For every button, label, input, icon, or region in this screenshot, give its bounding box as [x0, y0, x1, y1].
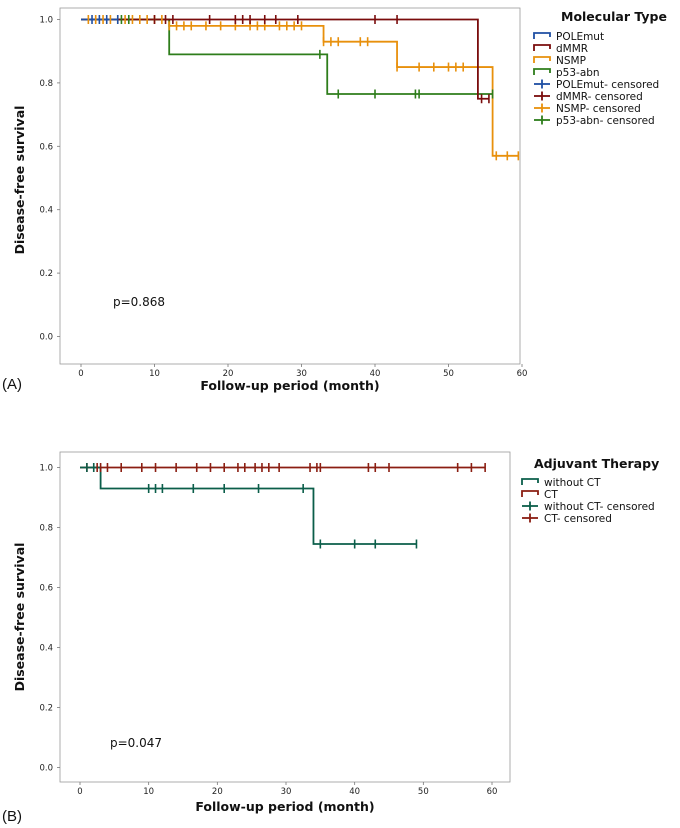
- legend-line-swatch: [533, 56, 551, 63]
- legend-label: dMMR- censored: [556, 91, 643, 103]
- censor-marks-b: [86, 463, 486, 549]
- x-tick-label: 20: [212, 787, 223, 797]
- survival-curves-b: [80, 466, 486, 545]
- panel-label-a: (A): [2, 376, 22, 393]
- x-tick-label: 40: [370, 369, 381, 379]
- y-tick-label: 0.2: [39, 704, 53, 714]
- y-axis-label-b: Disease-free survival: [12, 543, 27, 692]
- curve-dmmr: [81, 18, 489, 100]
- y-tick-label: 0.8: [39, 79, 53, 89]
- x-tick-label: 0: [78, 369, 83, 379]
- y-tick-label: 1.0: [39, 464, 53, 474]
- legend-title-a: Molecular Type: [561, 9, 667, 24]
- legend-line-swatch: [521, 478, 539, 485]
- legend-title-b: Adjuvant Therapy: [534, 456, 659, 471]
- censor-marks-a: [87, 15, 520, 161]
- y-tick-label: 0.6: [39, 142, 53, 152]
- curve-p53-abn: [81, 18, 493, 95]
- x-tick-label: 30: [281, 787, 292, 797]
- p-value-a: p=0.868: [113, 295, 165, 309]
- y-tick-label: 0.4: [39, 206, 53, 216]
- panel-b: 0 10 20 30 40 50 600.00.20.40.60.81.0 p=0.047 …: [2, 451, 659, 825]
- x-tick-label: 50: [418, 787, 429, 797]
- legend-label: without CT: [544, 477, 601, 489]
- x-tick-label: 20: [223, 369, 234, 379]
- axis-ticks-a: 0 10 20 30 40 50 60 0.0 0.2 0.4 0.6 0.8 1.0: [39, 16, 527, 380]
- y-tick-label: 0.2: [39, 269, 53, 279]
- x-tick-label: 60: [487, 787, 498, 797]
- legend-label: NSMP- censored: [556, 103, 641, 115]
- curve-without-ct: [80, 466, 417, 545]
- y-tick-label: 0.6: [39, 584, 53, 594]
- x-tick-label: 10: [143, 787, 154, 797]
- legend-label: without CT- censored: [544, 501, 655, 513]
- x-tick-label: 10: [149, 369, 160, 379]
- x-tick-label: 0: [77, 787, 82, 797]
- legend-label: POLEmut: [556, 31, 604, 43]
- legend-label: CT- censored: [544, 513, 612, 525]
- y-tick-label: 0.4: [39, 644, 53, 654]
- survival-curves-a: [81, 18, 519, 157]
- x-tick-label: 50: [443, 369, 454, 379]
- x-axis-label-a: Follow-up period (month): [200, 378, 379, 393]
- legend-label: p53-abn: [556, 67, 600, 79]
- legend-line-swatch: [533, 44, 551, 51]
- x-tick-label: 30: [296, 369, 307, 379]
- y-tick-label: 1.0: [39, 16, 53, 26]
- x-tick-label: 40: [349, 787, 360, 797]
- y-tick-label: 0.8: [39, 524, 53, 534]
- panel-a: 0 10 20 30 40 50 600.00.20.40.60.81.0 p=0.868 …: [2, 7, 667, 393]
- y-tick-label: 0.0: [39, 764, 53, 774]
- legend-label: NSMP: [556, 55, 586, 67]
- legend-line-swatch: [533, 68, 551, 75]
- y-tick-label: 0.0: [39, 333, 53, 343]
- legend-label: p53-abn- censored: [556, 115, 655, 127]
- y-axis-label-a: Disease-free survival: [12, 106, 27, 255]
- legend-line-swatch: [533, 32, 551, 39]
- legend-label: CT: [544, 489, 558, 501]
- curve-nsmp: [81, 18, 519, 157]
- x-axis-label-b: Follow-up period (month): [195, 799, 374, 814]
- legend-label: dMMR: [556, 43, 588, 55]
- p-value-b: p=0.047: [110, 736, 162, 750]
- legend-line-swatch: [521, 490, 539, 497]
- x-tick-label: 60: [517, 369, 528, 379]
- axis-ticks-b: 0 10 20 30 40 50 60 0.0 0.2 0.4 0.6 0.8 1.0: [39, 464, 497, 798]
- plot-frame-b: [59, 451, 511, 783]
- plot-frame-a: [59, 7, 521, 365]
- legend-a: Molecular Type POLEmutdMMRNSMPp53-abnPOL…: [533, 9, 667, 127]
- legend-label: POLEmut- censored: [556, 79, 659, 91]
- panel-label-b: (B): [2, 808, 22, 825]
